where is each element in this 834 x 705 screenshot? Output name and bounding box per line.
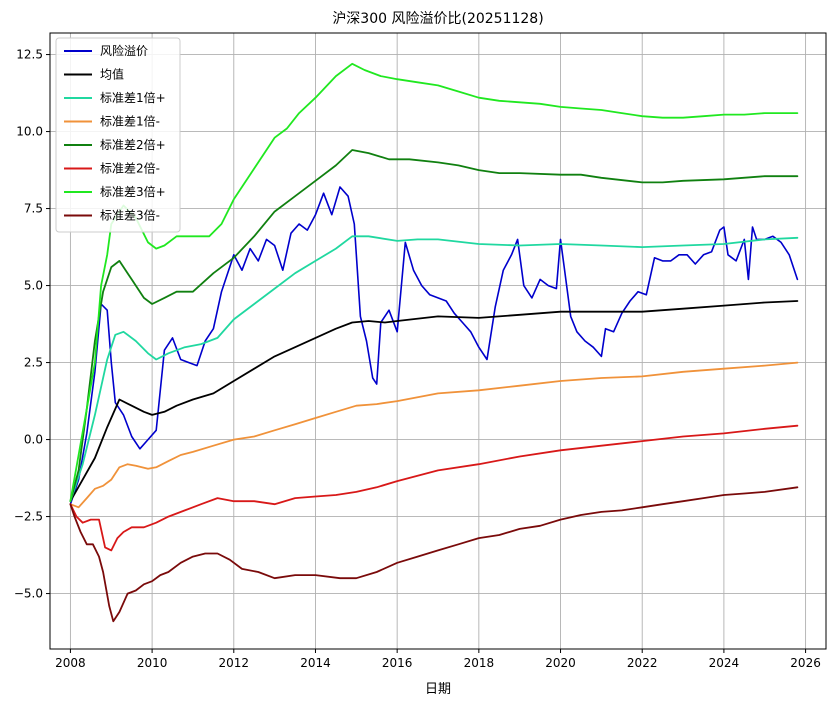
y-tick-label: −5.0 xyxy=(14,587,43,601)
x-tick-label: 2024 xyxy=(709,656,740,670)
legend-label: 标准差3倍- xyxy=(100,208,160,223)
legend-label: 均值 xyxy=(100,67,124,82)
x-tick-label: 2008 xyxy=(55,656,86,670)
legend-entry: 标准差1倍+ xyxy=(64,90,166,105)
x-axis: 2008 2010 2012 2014 2016 2018 2020 2022 2024 2026 xyxy=(55,649,821,670)
series-layer xyxy=(69,62,799,623)
legend-label: 标准差1倍- xyxy=(100,114,160,129)
legend-label: 标准差2倍+ xyxy=(100,137,166,152)
y-tick-label: 0.0 xyxy=(24,433,43,447)
y-tick-label: −2.5 xyxy=(14,510,43,524)
x-tick-label: 2022 xyxy=(627,656,658,670)
series-line-1 xyxy=(69,300,799,503)
grid xyxy=(50,33,826,649)
x-tick-label: 2014 xyxy=(300,656,331,670)
y-tick-label: 12.5 xyxy=(16,48,43,62)
legend-box xyxy=(55,37,181,233)
legend-entry: 标准差2倍- xyxy=(64,161,160,176)
series-line-7 xyxy=(69,486,799,623)
series-line-3 xyxy=(69,361,799,509)
legend-entry: 标准差3倍+ xyxy=(64,184,166,199)
legend-label: 标准差1倍+ xyxy=(100,90,166,105)
y-tick-label: 2.5 xyxy=(24,356,43,370)
series-line-0 xyxy=(69,186,799,506)
legend-entry: 标准差3倍- xyxy=(64,208,160,223)
legend-entry: 标准差1倍- xyxy=(64,114,160,129)
x-tick-label: 2010 xyxy=(137,656,168,670)
x-tick-label: 2026 xyxy=(790,656,821,670)
legend-entry: 标准差2倍+ xyxy=(64,137,166,152)
series-line-5 xyxy=(69,424,799,552)
x-tick-label: 2018 xyxy=(464,656,495,670)
plot-frame xyxy=(49,32,827,650)
x-axis-label: 日期 xyxy=(425,682,451,697)
legend-label: 风险溢价 xyxy=(100,43,148,58)
series-line-2 xyxy=(69,235,799,503)
legend-label: 标准差3倍+ xyxy=(100,184,166,199)
x-tick-label: 2020 xyxy=(545,656,576,670)
series-line-4 xyxy=(69,149,799,503)
x-tick-label: 2016 xyxy=(382,656,413,670)
y-tick-label: 5.0 xyxy=(24,279,43,293)
y-tick-label: 7.5 xyxy=(24,202,43,216)
x-tick-label: 2012 xyxy=(219,656,250,670)
chart-title: 沪深300 风险溢价比(20251128) xyxy=(332,11,543,27)
y-axis: −5.0 −2.5 0.0 2.5 5.0 7.5 10.0 12.5 xyxy=(14,48,50,601)
legend-entry: 风险溢价 xyxy=(64,43,148,58)
legend-entry: 均值 xyxy=(64,67,124,82)
legend-label: 标准差2倍- xyxy=(100,161,160,176)
y-tick-label: 10.0 xyxy=(16,125,43,139)
